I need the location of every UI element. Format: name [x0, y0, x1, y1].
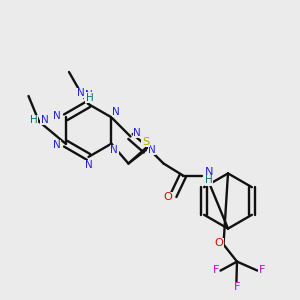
Text: N: N: [110, 145, 118, 155]
Text: N: N: [148, 145, 156, 155]
Text: H: H: [85, 92, 93, 103]
Text: N: N: [76, 88, 84, 98]
Text: N: N: [205, 167, 214, 177]
Text: O: O: [164, 192, 172, 202]
Text: N: N: [53, 111, 61, 121]
Text: F: F: [212, 265, 219, 275]
Text: S: S: [142, 136, 149, 147]
Text: N: N: [133, 128, 141, 138]
Text: N: N: [40, 115, 48, 125]
Text: N: N: [85, 160, 92, 170]
Text: H: H: [30, 115, 38, 125]
Text: F: F: [259, 265, 266, 275]
Text: O: O: [214, 238, 223, 248]
Text: F: F: [234, 282, 241, 292]
Text: H: H: [205, 175, 213, 185]
Text: N: N: [85, 90, 92, 100]
Text: N: N: [112, 107, 120, 117]
Text: N: N: [53, 140, 61, 150]
